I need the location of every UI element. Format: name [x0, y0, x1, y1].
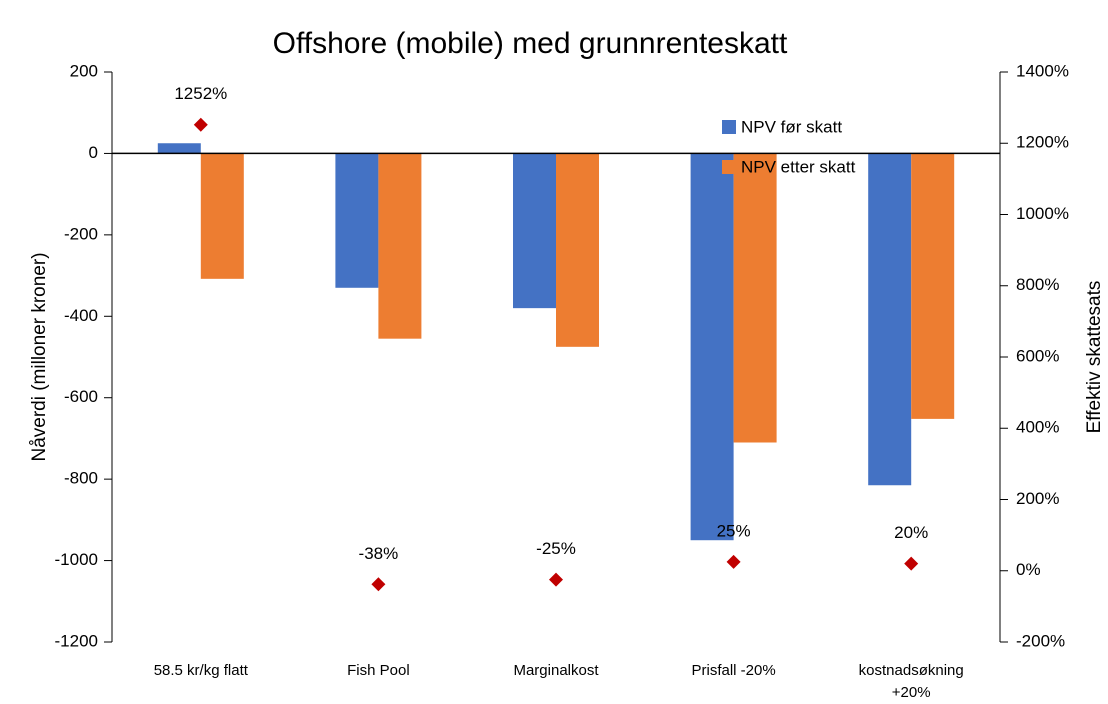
bar: [556, 153, 599, 347]
y-tick-label: 0: [89, 143, 98, 162]
scatter-point: [726, 554, 741, 569]
data-label: -25%: [536, 539, 576, 558]
chart-title: Offshore (mobile) med grunnrenteskatt: [273, 27, 788, 60]
y2-tick-label: 400%: [1016, 418, 1059, 437]
y2-tick-label: 600%: [1016, 346, 1059, 365]
scatter-point: [549, 572, 563, 587]
legend-swatch: [722, 120, 736, 134]
bar: [868, 153, 912, 486]
x-tick-label: kostnadsøkning +20%: [858, 662, 964, 701]
bar: [733, 153, 777, 443]
y-tick-label: -200: [64, 224, 98, 243]
x-tick-label: Prisfall -20%: [691, 662, 776, 679]
y2-tick-label: 800%: [1016, 275, 1059, 294]
data-label: 1252%: [174, 84, 227, 103]
y2-axis-label: Effektiv skattesats: [1084, 281, 1105, 434]
legend-swatch: [722, 160, 736, 174]
y2-tick-label: 1000%: [1016, 204, 1069, 223]
x-tick-label: 58.5 kr/kg flatt: [153, 662, 248, 679]
y-tick-label: -800: [64, 469, 98, 488]
y-tick-label: 200: [70, 61, 98, 80]
bar: [335, 153, 379, 288]
legend-label: NPV før skatt: [741, 117, 842, 136]
scatter-point: [371, 577, 386, 592]
data-label: -38%: [359, 544, 399, 563]
scatter-point: [193, 117, 208, 132]
y2-tick-label: 1400%: [1016, 61, 1069, 80]
data-label: 20%: [894, 523, 928, 542]
data-label: 25%: [717, 521, 751, 540]
y-tick-label: -600: [64, 387, 98, 406]
bar: [911, 153, 955, 419]
y-tick-label: -400: [64, 306, 98, 325]
y2-tick-label: -200%: [1016, 631, 1065, 650]
bar: [513, 153, 556, 309]
y2-tick-label: 1200%: [1016, 133, 1069, 152]
y-axis-label: Nåverdi (milloner kroner): [29, 252, 50, 461]
x-tick-label: Fish Pool: [347, 662, 410, 679]
y-tick-label: -1200: [55, 631, 98, 650]
scatter-point: [904, 556, 919, 571]
y2-tick-label: 0%: [1016, 560, 1041, 579]
legend-label: NPV etter skatt: [741, 157, 856, 176]
bar: [690, 153, 734, 541]
bar: [200, 153, 244, 279]
bar: [157, 143, 201, 154]
y2-tick-label: 200%: [1016, 489, 1059, 508]
x-tick-label: Marginalkost: [513, 662, 599, 679]
bar: [378, 153, 422, 339]
y-tick-label: -1000: [55, 550, 98, 569]
